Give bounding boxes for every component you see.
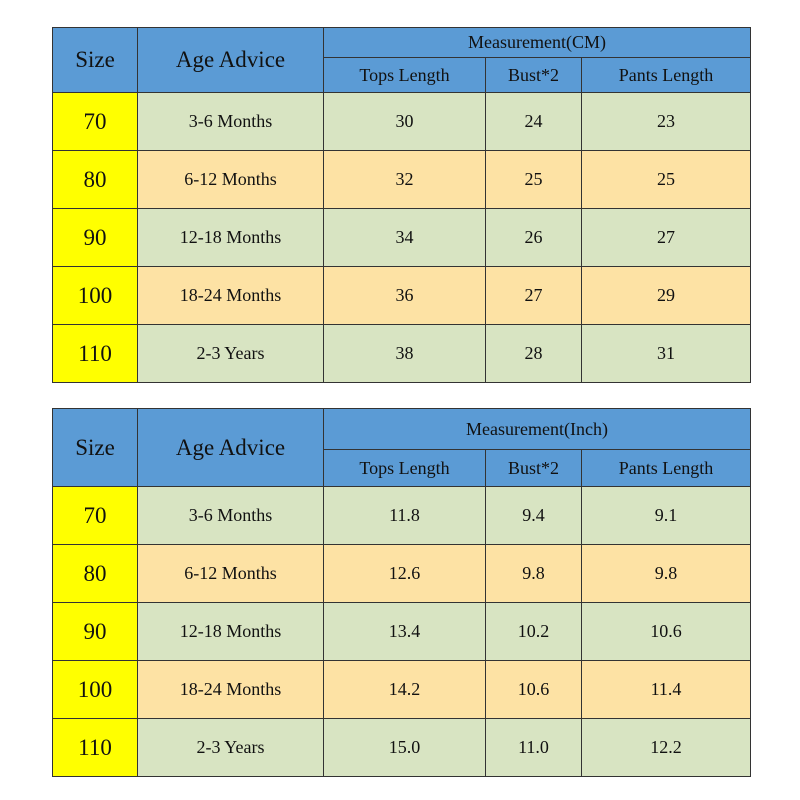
- data-cell: 6-12 Months: [137, 150, 324, 209]
- sub-header: Pants Length: [580, 57, 752, 93]
- data-cell: 9.1: [580, 486, 752, 545]
- data-cell: 10.2: [485, 602, 582, 661]
- data-cell: 18-24 Months: [137, 660, 324, 719]
- data-cell: 10.6: [485, 660, 582, 719]
- subheader-row: Tops Length Bust*2 Pants Length: [53, 449, 752, 487]
- size-cell: 80: [52, 544, 138, 603]
- data-row: 90 12-18 Months 34 26 27: [52, 208, 752, 267]
- sub-header: Bust*2: [485, 449, 582, 487]
- data-cell: 27: [580, 208, 752, 267]
- data-cell: 9.8: [485, 544, 582, 603]
- data-row: 70 3-6 Months 11.8 9.4 9.1: [52, 486, 752, 545]
- size-header: Size: [52, 27, 138, 93]
- data-row: 90 12-18 Months 13.4 10.2 10.6: [52, 602, 752, 661]
- data-row: 100 18-24 Months 14.2 10.6 11.4: [52, 660, 752, 719]
- size-cell: 80: [52, 150, 138, 209]
- group-header: Measurement(Inch): [322, 408, 752, 450]
- data-cell: 29: [580, 266, 752, 325]
- size-cell: 70: [52, 486, 138, 545]
- sub-header: Bust*2: [485, 57, 582, 93]
- data-cell: 26: [485, 208, 582, 267]
- data-cell: 9.4: [485, 486, 582, 545]
- data-cell: 2-3 Years: [137, 718, 324, 777]
- age-header: Age Advice: [137, 408, 324, 487]
- data-cell: 11.8: [323, 486, 486, 545]
- size-table: Size Age Advice Measurement(CM) Tops Length…: [52, 27, 752, 383]
- data-cell: 23: [580, 92, 752, 151]
- size-table: Size Age Advice Measurement(Inch) Tops Leng…: [52, 408, 752, 777]
- data-cell: 11.0: [485, 718, 582, 777]
- size-cell: 90: [52, 208, 138, 267]
- data-cell: 38: [323, 324, 486, 383]
- data-row: 80 6-12 Months 12.6 9.8 9.8: [52, 544, 752, 603]
- data-cell: 3-6 Months: [137, 92, 324, 151]
- age-header: Age Advice: [137, 27, 324, 93]
- size-cell: 100: [52, 266, 138, 325]
- data-row: 110 2-3 Years 38 28 31: [52, 324, 752, 383]
- header-row: Size Age Advice Measurement(CM): [52, 27, 752, 93]
- size-cell: 100: [52, 660, 138, 719]
- data-cell: 12-18 Months: [137, 602, 324, 661]
- data-cell: 36: [323, 266, 486, 325]
- data-cell: 30: [323, 92, 486, 151]
- data-cell: 9.8: [580, 544, 752, 603]
- data-cell: 12.6: [323, 544, 486, 603]
- data-cell: 28: [485, 324, 582, 383]
- data-row: 110 2-3 Years 15.0 11.0 12.2: [52, 718, 752, 777]
- data-cell: 25: [580, 150, 752, 209]
- group-header: Measurement(CM): [322, 27, 752, 58]
- data-cell: 14.2: [323, 660, 486, 719]
- data-row: 100 18-24 Months 36 27 29: [52, 266, 752, 325]
- size-cell: 90: [52, 602, 138, 661]
- data-cell: 12-18 Months: [137, 208, 324, 267]
- data-cell: 13.4: [323, 602, 486, 661]
- size-header: Size: [52, 408, 138, 487]
- data-cell: 10.6: [580, 602, 752, 661]
- subheader-row: Tops Length Bust*2 Pants Length: [53, 57, 752, 93]
- sub-header: Pants Length: [580, 449, 752, 487]
- size-cell: 110: [52, 324, 138, 383]
- header-row: Size Age Advice Measurement(Inch): [52, 408, 752, 487]
- data-cell: 34: [323, 208, 486, 267]
- data-row: 80 6-12 Months 32 25 25: [52, 150, 752, 209]
- data-cell: 11.4: [580, 660, 752, 719]
- data-cell: 15.0: [323, 718, 486, 777]
- size-cell: 110: [52, 718, 138, 777]
- data-cell: 12.2: [580, 718, 752, 777]
- data-cell: 24: [485, 92, 582, 151]
- data-cell: 6-12 Months: [137, 544, 324, 603]
- size-cell: 70: [52, 92, 138, 151]
- data-cell: 2-3 Years: [137, 324, 324, 383]
- data-cell: 27: [485, 266, 582, 325]
- sub-header: Tops Length: [323, 57, 486, 93]
- data-cell: 32: [323, 150, 486, 209]
- data-cell: 31: [580, 324, 752, 383]
- sub-header: Tops Length: [323, 449, 486, 487]
- data-cell: 18-24 Months: [137, 266, 324, 325]
- data-row: 70 3-6 Months 30 24 23: [52, 92, 752, 151]
- data-cell: 25: [485, 150, 582, 209]
- data-cell: 3-6 Months: [137, 486, 324, 545]
